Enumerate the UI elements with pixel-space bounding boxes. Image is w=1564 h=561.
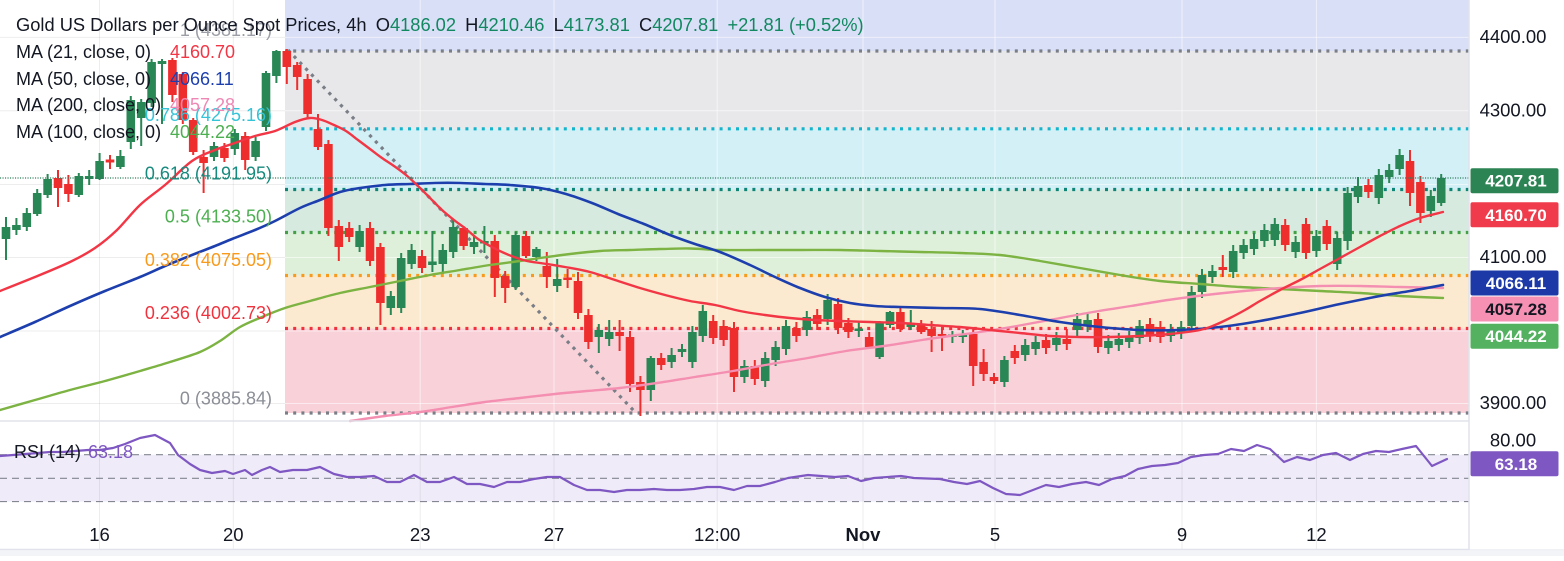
svg-text:12: 12 bbox=[1306, 524, 1327, 545]
svg-text:12:00: 12:00 bbox=[694, 524, 740, 545]
svg-text:63.18: 63.18 bbox=[88, 442, 133, 462]
svg-text:4100.00: 4100.00 bbox=[1480, 246, 1547, 267]
svg-text:0.236 (4002.73): 0.236 (4002.73) bbox=[145, 303, 272, 323]
svg-text:16: 16 bbox=[89, 524, 110, 545]
svg-text:0.5 (4133.50): 0.5 (4133.50) bbox=[165, 207, 272, 227]
svg-text:Nov: Nov bbox=[846, 524, 882, 545]
svg-text:27: 27 bbox=[544, 524, 565, 545]
svg-text:4057.28: 4057.28 bbox=[1485, 300, 1546, 319]
svg-text:4207.81: 4207.81 bbox=[1485, 172, 1546, 191]
svg-text:4066.11: 4066.11 bbox=[170, 69, 234, 89]
svg-text:4066.11: 4066.11 bbox=[1486, 274, 1547, 293]
svg-text:1 (4381.17): 1 (4381.17) bbox=[180, 20, 272, 40]
svg-text:4044.22: 4044.22 bbox=[170, 122, 235, 142]
svg-text:RSI (14): RSI (14) bbox=[14, 442, 81, 462]
svg-text:4160.70: 4160.70 bbox=[170, 42, 235, 62]
svg-text:80.00: 80.00 bbox=[1490, 430, 1536, 451]
svg-text:3900.00: 3900.00 bbox=[1480, 392, 1547, 413]
svg-text:MA (50, close, 0): MA (50, close, 0) bbox=[16, 69, 151, 89]
svg-text:0 (3885.84): 0 (3885.84) bbox=[180, 389, 272, 409]
svg-text:9: 9 bbox=[1177, 524, 1187, 545]
svg-text:20: 20 bbox=[223, 524, 244, 545]
svg-text:MA (21, close, 0): MA (21, close, 0) bbox=[16, 42, 151, 62]
svg-text:4300.00: 4300.00 bbox=[1480, 99, 1547, 120]
svg-text:Gold US Dollars per Ounce Spot: Gold US Dollars per Ounce Spot Prices, 4… bbox=[16, 14, 864, 35]
svg-text:4044.22: 4044.22 bbox=[1485, 327, 1546, 346]
svg-text:5: 5 bbox=[990, 524, 1000, 545]
svg-text:MA (100, close, 0): MA (100, close, 0) bbox=[16, 122, 161, 142]
svg-text:63.18: 63.18 bbox=[1495, 455, 1538, 474]
svg-text:4057.28: 4057.28 bbox=[170, 95, 235, 115]
svg-text:0.786 (4275.16): 0.786 (4275.16) bbox=[145, 105, 272, 125]
svg-text:4160.70: 4160.70 bbox=[1485, 206, 1546, 225]
svg-text:0.618 (4191.95): 0.618 (4191.95) bbox=[145, 164, 272, 184]
svg-text:23: 23 bbox=[410, 524, 431, 545]
svg-text:MA (200, close, 0): MA (200, close, 0) bbox=[16, 95, 161, 115]
svg-text:0.382 (4075.05): 0.382 (4075.05) bbox=[145, 250, 272, 270]
svg-text:4400.00: 4400.00 bbox=[1480, 26, 1547, 47]
